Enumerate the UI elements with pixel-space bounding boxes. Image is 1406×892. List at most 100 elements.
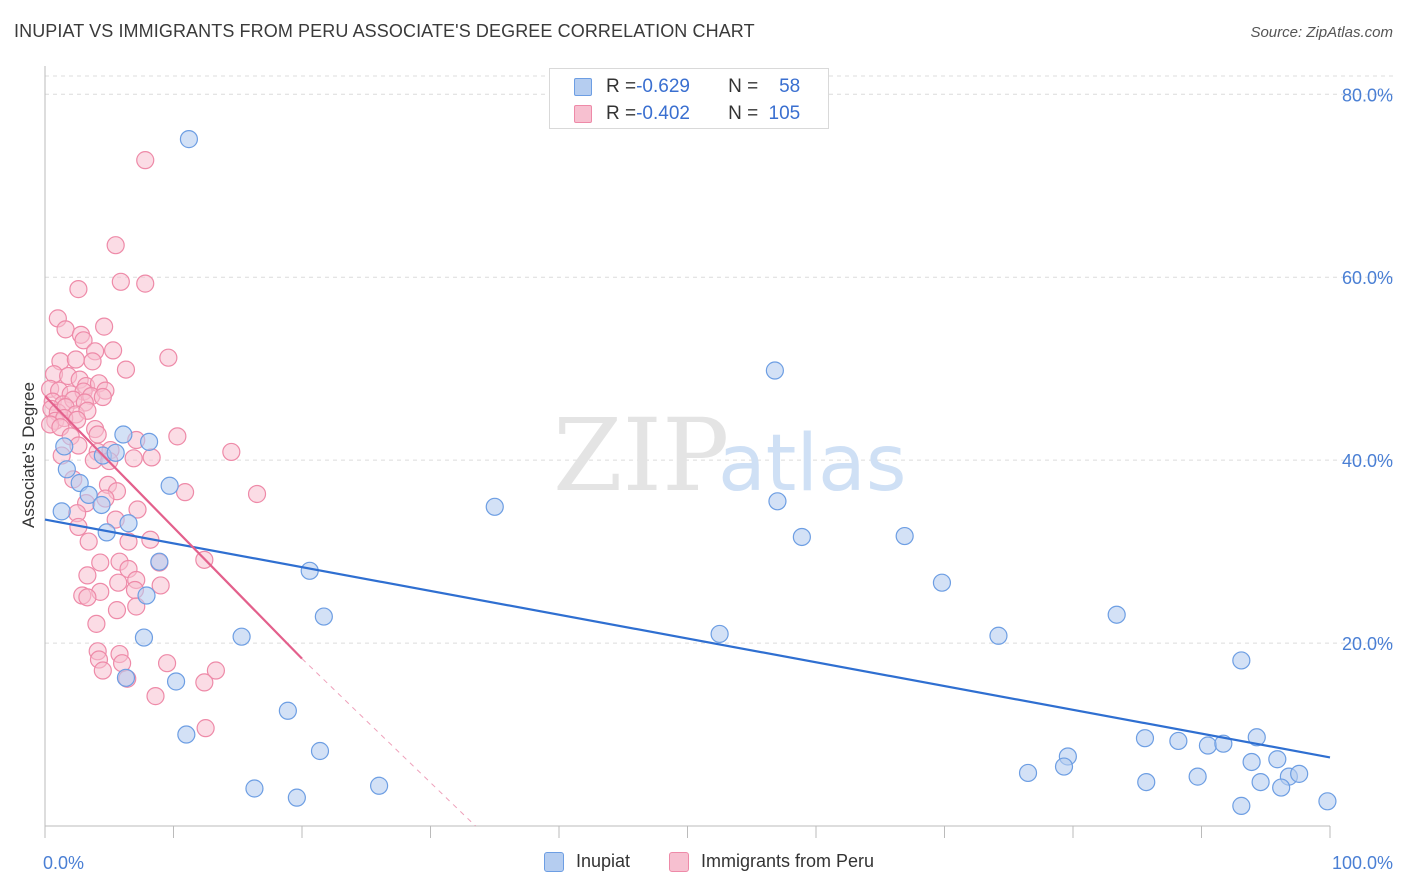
- data-point-peru: [93, 387, 112, 407]
- data-point-peru: [107, 601, 127, 620]
- data-point-inupiat: [1232, 651, 1251, 670]
- data-point-peru: [109, 573, 128, 592]
- data-point-inupiat: [895, 526, 914, 546]
- data-point-peru: [247, 484, 267, 504]
- data-point-peru: [91, 553, 110, 572]
- data-point-inupiat: [52, 502, 71, 521]
- data-point-peru: [222, 442, 241, 462]
- data-point-peru: [93, 661, 112, 680]
- data-point-peru: [88, 425, 107, 444]
- data-point-inupiat: [1137, 772, 1156, 792]
- data-point-inupiat: [114, 425, 133, 444]
- y-axis-title: Associate's Degree: [19, 382, 38, 528]
- data-point-inupiat: [119, 514, 138, 533]
- data-point-inupiat: [1290, 764, 1309, 783]
- data-point-inupiat: [278, 701, 297, 720]
- data-point-inupiat: [287, 788, 306, 807]
- data-point-peru: [195, 673, 214, 692]
- data-point-peru: [159, 348, 178, 367]
- y-tick-labels: 20.0% 40.0% 60.0% 80.0%: [1342, 85, 1393, 654]
- data-point-inupiat: [765, 361, 784, 380]
- trend-line-inupiat: [44, 518, 1331, 759]
- data-point-inupiat: [245, 779, 264, 798]
- data-point-peru: [157, 654, 177, 673]
- data-point-peru: [66, 350, 85, 369]
- data-point-inupiat: [1247, 728, 1266, 747]
- legend-swatch-peru: [669, 851, 689, 872]
- legend-r-value-peru: -0.402: [636, 103, 690, 124]
- series-immigrants-from-peru: [41, 151, 267, 738]
- data-point-inupiat: [310, 741, 330, 761]
- data-point-inupiat: [314, 607, 333, 626]
- data-point-peru: [111, 272, 130, 291]
- legend-swatch-inupiat: [574, 78, 592, 96]
- data-point-inupiat: [710, 624, 729, 644]
- data-point-peru: [74, 331, 93, 350]
- data-point-inupiat: [989, 626, 1008, 645]
- data-point-peru: [124, 449, 143, 468]
- data-point-inupiat: [768, 492, 787, 511]
- trend-lines: [44, 395, 1331, 827]
- data-point-peru: [78, 588, 97, 607]
- trend-line-peru: [44, 395, 303, 660]
- data-point-inupiat: [1242, 752, 1261, 772]
- data-point-peru: [69, 280, 88, 299]
- legend-n-value-peru: 105: [768, 103, 801, 124]
- legend-label-peru: Immigrants from Peru: [701, 851, 875, 871]
- legend-n-label: N =: [728, 103, 759, 124]
- data-point-inupiat: [106, 443, 125, 462]
- axes: [44, 66, 1331, 838]
- legend-r-label: R =: [606, 103, 637, 124]
- legend-item-inupiat: Inupiat: [544, 851, 630, 872]
- data-point-peru: [151, 576, 170, 595]
- legend-r-value-inupiat: -0.629: [636, 76, 690, 97]
- data-point-peru: [95, 317, 114, 336]
- source-label: Source: ZipAtlas.com: [1250, 24, 1393, 41]
- data-point-inupiat: [1018, 763, 1038, 783]
- data-point-inupiat: [932, 573, 952, 592]
- data-point-peru: [79, 532, 98, 551]
- data-point-inupiat: [166, 672, 186, 691]
- data-point-inupiat: [79, 485, 98, 505]
- data-point-inupiat: [1318, 792, 1337, 811]
- data-point-inupiat: [137, 586, 156, 605]
- data-point-peru: [196, 719, 215, 738]
- data-point-inupiat: [177, 725, 196, 744]
- y-tick-label: 60.0%: [1342, 268, 1393, 288]
- data-point-inupiat: [300, 561, 319, 580]
- data-point-inupiat: [57, 460, 76, 479]
- data-point-inupiat: [134, 628, 154, 647]
- watermark-zip: ZIP: [553, 397, 729, 514]
- chart-title: INUPIAT VS IMMIGRANTS FROM PERU ASSOCIAT…: [14, 21, 755, 41]
- data-point-peru: [56, 320, 75, 339]
- legend-swatch-peru: [574, 105, 592, 123]
- data-point-inupiat: [792, 527, 811, 547]
- data-point-inupiat: [139, 432, 159, 451]
- data-point-peru: [168, 427, 187, 446]
- y-tick-label: 80.0%: [1342, 85, 1393, 105]
- correlation-legend: R = -0.629 N = 58 R = -0.402 N = 105: [549, 68, 829, 129]
- series-legend: Inupiat Immigrants from Peru: [0, 851, 1406, 877]
- data-point-inupiat: [179, 130, 199, 149]
- legend-label-inupiat: Inupiat: [576, 851, 631, 871]
- legend-item-peru: Immigrants from Peru: [669, 851, 874, 872]
- data-point-inupiat: [160, 476, 179, 495]
- data-point-inupiat: [116, 668, 136, 687]
- data-point-inupiat: [1272, 778, 1291, 797]
- data-point-peru: [136, 151, 155, 170]
- series-inupiat: [52, 130, 1337, 815]
- data-point-inupiat: [1232, 796, 1251, 815]
- data-point-peru: [87, 614, 106, 633]
- data-point-inupiat: [1198, 736, 1218, 755]
- trend-line-peru-extension: [301, 658, 476, 827]
- x-tick-labels: 0.0% 100.0%: [43, 853, 1393, 873]
- legend-n-label: N =: [728, 76, 759, 97]
- data-point-inupiat: [92, 495, 111, 515]
- y-tick-label: 20.0%: [1342, 634, 1393, 654]
- data-point-inupiat: [1268, 750, 1287, 769]
- legend-row-inupiat: R = -0.629 N = 58: [574, 74, 800, 100]
- data-point-peru: [175, 483, 195, 502]
- data-point-peru: [68, 410, 87, 430]
- data-point-peru: [78, 566, 97, 585]
